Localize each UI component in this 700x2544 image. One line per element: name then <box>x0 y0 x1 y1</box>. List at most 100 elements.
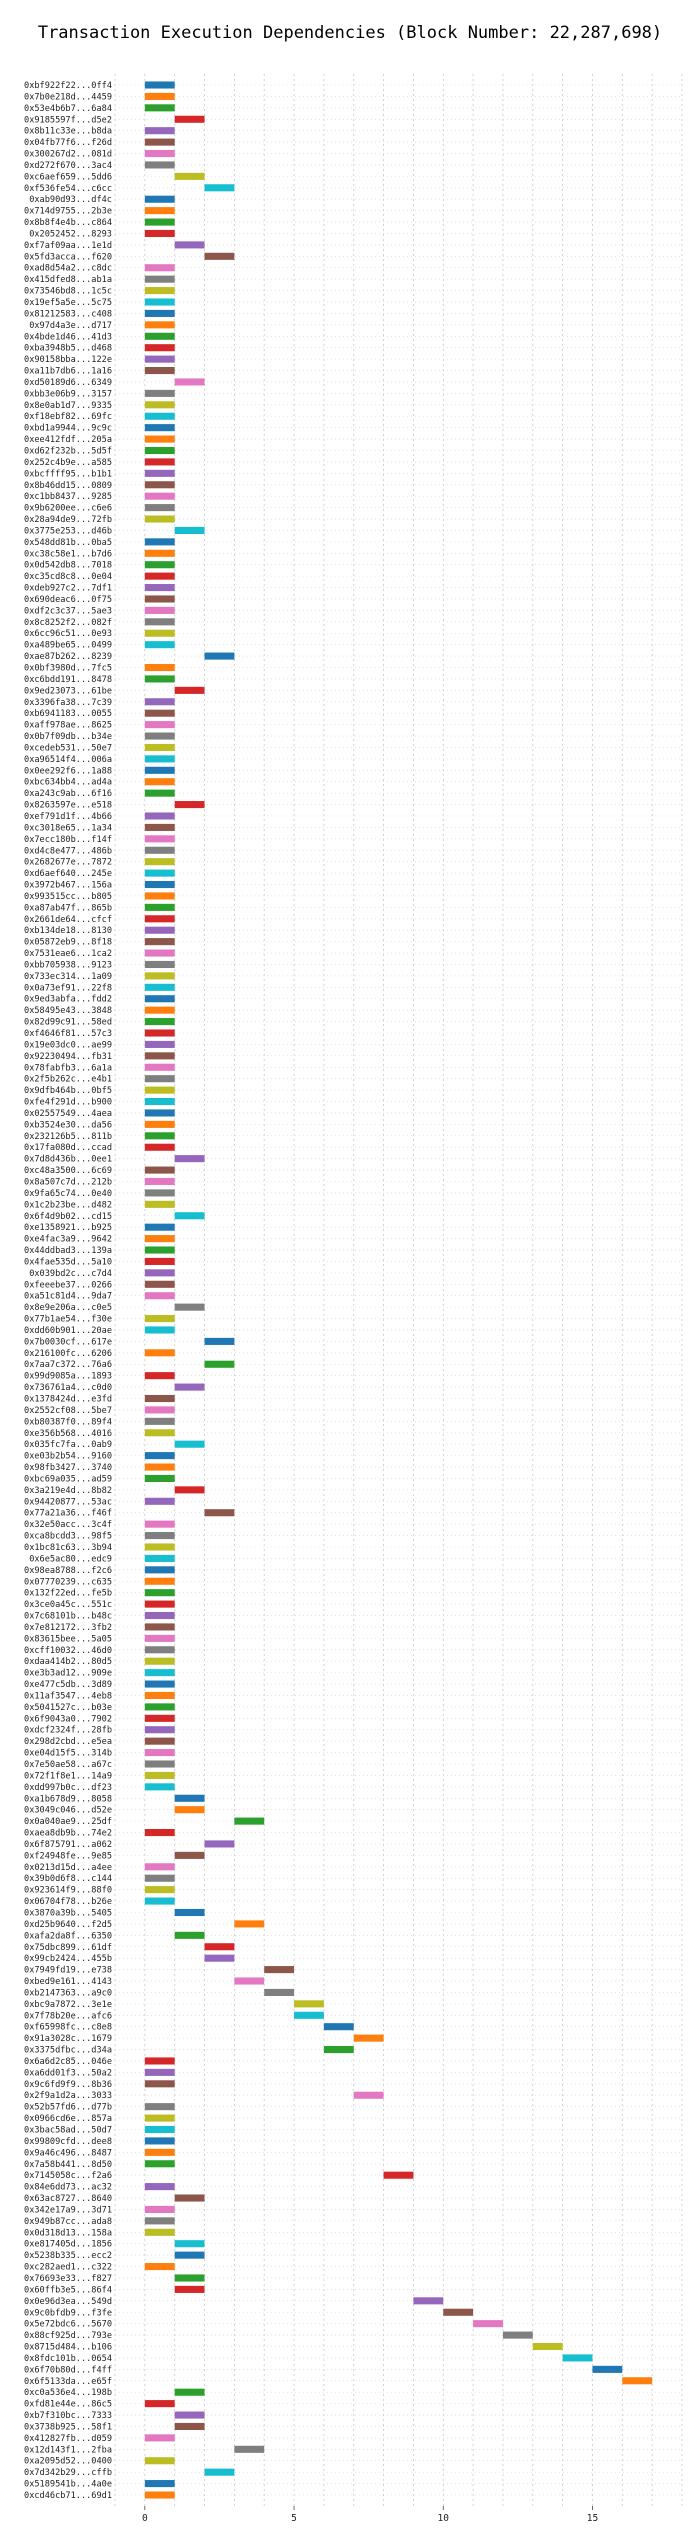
transaction-label: 0xd272f670...3ac4 <box>24 161 112 171</box>
bars <box>144 81 653 2499</box>
transaction-label: 0x415dfed8...ab1a <box>24 275 112 285</box>
transaction-label: 0x91a3028c...1679 <box>24 2034 112 2044</box>
transaction-bar <box>144 835 175 843</box>
transaction-label: 0xee412fdf...205a <box>24 435 112 445</box>
transaction-bar <box>413 2297 444 2305</box>
transaction-bar <box>144 1417 175 1425</box>
transaction-label: 0x690deac6...0f75 <box>24 595 112 605</box>
transaction-label: 0x6e5ac80...edc9 <box>29 1554 112 1564</box>
transaction-label: 0xe477c5db...3d89 <box>24 1680 112 1690</box>
transaction-label: 0x60ffb3e5...86f4 <box>24 2285 112 2295</box>
transaction-label: 0xb2147363...a9c0 <box>24 1988 112 1998</box>
transaction-bar <box>204 1840 235 1848</box>
transaction-bar <box>174 2388 205 2396</box>
transaction-bar <box>144 858 175 866</box>
transaction-label: 0x8715d484...b106 <box>24 2343 112 2353</box>
transaction-label: 0x949b87cc...ada8 <box>24 2217 112 2227</box>
transaction-bar <box>323 2023 354 2031</box>
transaction-bar <box>174 1303 205 1311</box>
transaction-bar <box>144 1874 175 1882</box>
transaction-bar <box>174 526 205 534</box>
transaction-label: 0x99809cfd...dee8 <box>24 2137 112 2147</box>
transaction-bar <box>144 104 175 112</box>
transaction-bar <box>174 686 205 694</box>
transaction-bar <box>144 1166 175 1174</box>
transaction-label: 0x6a6d2c85...046e <box>24 2057 112 2067</box>
transaction-label: 0x07770239...c635 <box>24 1577 112 1587</box>
transaction-label: 0xc6aef659...5dd6 <box>24 172 112 182</box>
transaction-bar <box>473 2320 503 2328</box>
transaction-bar <box>144 1646 175 1654</box>
transaction-bar <box>144 766 175 774</box>
transaction-label: 0x035fc7fa...0ab9 <box>24 1440 112 1450</box>
transaction-bar <box>294 2000 324 2008</box>
transaction-bar <box>144 2228 175 2236</box>
transaction-label: 0x3ce0a45c...551c <box>24 1600 112 1610</box>
transaction-bar <box>204 1943 235 1951</box>
transaction-label: 0xe356b568...4016 <box>24 1429 112 1439</box>
transaction-label: 0xfe4f291d...b900 <box>24 1098 112 1108</box>
transaction-bar <box>144 880 175 889</box>
transaction-label: 0x252c4b9e...a585 <box>24 458 112 468</box>
transaction-label: 0xaea8db9b...74e2 <box>24 1829 112 1839</box>
transaction-bar <box>144 1474 175 1483</box>
transaction-label: 0xcff10032...46d0 <box>24 1646 112 1656</box>
transaction-bar <box>144 1714 175 1722</box>
transaction-label: 0xc282aed1...c322 <box>24 2263 112 2273</box>
transaction-bar <box>144 1749 175 1757</box>
transaction-label: 0x82d99c91...58ed <box>24 1018 112 1028</box>
transaction-label: 0xdeb927c2...7df1 <box>24 584 112 594</box>
transaction-label: 0xbed9e161...4143 <box>24 1977 112 1987</box>
grid-lines <box>114 74 683 2506</box>
transaction-label: 0xafa2da8f...6350 <box>24 1931 112 1941</box>
transaction-label: 0x9c6fd9f9...8b36 <box>24 2080 112 2090</box>
transaction-bar <box>144 1120 175 1128</box>
transaction-bar <box>174 1806 205 1814</box>
transaction-label: 0xa2095d52...0400 <box>24 2457 112 2467</box>
transaction-bar <box>144 2434 175 2442</box>
transaction-label: 0xa87ab47f...865b <box>24 903 112 913</box>
transaction-bar <box>174 172 205 180</box>
transaction-label: 0x52b57fd6...d77b <box>24 2103 112 2113</box>
transaction-label: 0x98fb3427...3740 <box>24 1463 112 1473</box>
transaction-bar <box>144 424 175 432</box>
transaction-label: 0x0a73ef91...22f8 <box>24 983 112 993</box>
transaction-label: 0xa11b7db6...1a16 <box>24 367 112 377</box>
transaction-label: 0xd6aef640...245e <box>24 869 112 879</box>
transaction-label: 0x75dbc899...61df <box>24 1943 112 1953</box>
transaction-bar <box>144 344 175 352</box>
transaction-bar <box>174 2251 205 2259</box>
transaction-bar <box>144 321 175 329</box>
transaction-label: 0x2661de64...cfcf <box>24 915 112 925</box>
transaction-label: 0x72f1f8e1...14a9 <box>24 1771 112 1781</box>
transaction-bar <box>144 1760 175 1768</box>
transaction-label: 0xbd1a9944...9c9c <box>24 424 112 434</box>
transaction-bar <box>144 2148 175 2156</box>
transaction-label: 0x7145058c...f2a6 <box>24 2171 112 2181</box>
transaction-label: 0x58495e43...3848 <box>24 1006 112 1016</box>
transaction-label: 0x44ddbad3...139a <box>24 1246 112 1256</box>
transaction-label: 0x9c0bfdb9...f3fe <box>24 2308 112 2318</box>
transaction-label: 0x7b0030cf...617e <box>24 1337 112 1347</box>
transaction-label: 0x6f5133da...e65f <box>24 2377 112 2387</box>
transaction-label: 0x7a58b441...8d50 <box>24 2160 112 2170</box>
transaction-bar <box>144 1200 175 1208</box>
transaction-bar <box>144 309 175 317</box>
transaction-bar <box>144 1737 175 1745</box>
transaction-label: 0x0e96d3ea...549d <box>24 2297 112 2307</box>
transaction-bar <box>144 287 175 295</box>
transaction-label: 0xd4c8e477...486b <box>24 846 112 856</box>
transaction-bar <box>144 1257 175 1265</box>
transaction-label: 0x7531eae6...1ca2 <box>24 949 112 959</box>
transaction-bar <box>174 2422 205 2431</box>
transaction-label: 0x298d2cbd...e5ea <box>24 1737 112 1747</box>
transaction-bar <box>144 2068 175 2076</box>
transaction-bar <box>144 1223 175 1231</box>
transaction-bar <box>144 926 175 934</box>
transaction-label: 0xd62f232b...5d5f <box>24 446 112 456</box>
transaction-label: 0x6cc96c51...0e93 <box>24 629 112 639</box>
transaction-bar <box>144 1406 175 1414</box>
transaction-label: 0x88cf925d...793e <box>24 2331 112 2341</box>
transaction-label: 0xa243c9ab...6f16 <box>24 789 112 799</box>
transaction-bar <box>144 504 175 512</box>
